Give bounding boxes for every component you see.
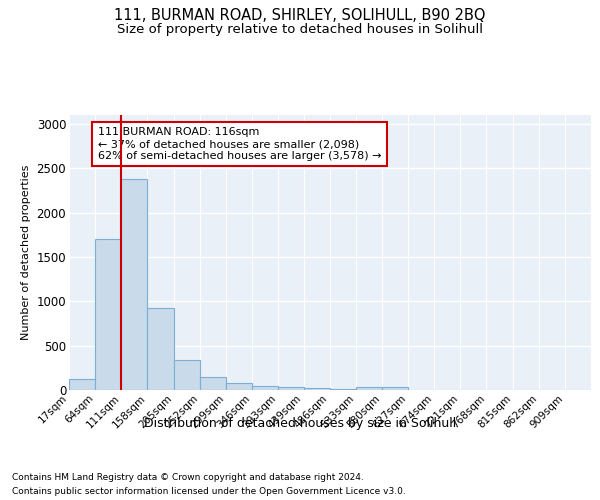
Bar — [148, 308, 173, 390]
Bar — [226, 383, 252, 390]
Bar — [69, 380, 95, 390]
Text: Contains HM Land Registry data © Crown copyright and database right 2024.: Contains HM Land Registry data © Crown c… — [12, 472, 364, 482]
Bar — [200, 376, 226, 390]
Bar — [356, 387, 382, 390]
Bar — [121, 179, 148, 390]
Text: Distribution of detached houses by size in Solihull: Distribution of detached houses by size … — [144, 418, 456, 430]
Y-axis label: Number of detached properties: Number of detached properties — [21, 165, 31, 340]
Bar — [173, 360, 200, 390]
Text: Size of property relative to detached houses in Solihull: Size of property relative to detached ho… — [117, 22, 483, 36]
Bar — [330, 388, 356, 390]
Text: 111 BURMAN ROAD: 116sqm
← 37% of detached houses are smaller (2,098)
62% of semi: 111 BURMAN ROAD: 116sqm ← 37% of detache… — [98, 128, 382, 160]
Text: 111, BURMAN ROAD, SHIRLEY, SOLIHULL, B90 2BQ: 111, BURMAN ROAD, SHIRLEY, SOLIHULL, B90… — [114, 8, 486, 22]
Bar — [304, 388, 330, 390]
Text: Contains public sector information licensed under the Open Government Licence v3: Contains public sector information licen… — [12, 488, 406, 496]
Bar — [95, 239, 121, 390]
Bar — [382, 388, 408, 390]
Bar — [252, 386, 278, 390]
Bar — [278, 388, 304, 390]
